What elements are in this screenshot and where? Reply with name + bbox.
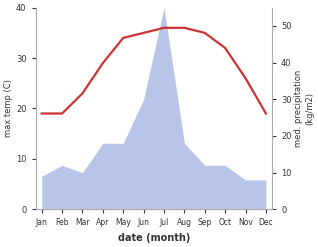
Y-axis label: med. precipitation
(kg/m2): med. precipitation (kg/m2) bbox=[294, 70, 314, 147]
Y-axis label: max temp (C): max temp (C) bbox=[4, 80, 13, 137]
X-axis label: date (month): date (month) bbox=[118, 233, 190, 243]
